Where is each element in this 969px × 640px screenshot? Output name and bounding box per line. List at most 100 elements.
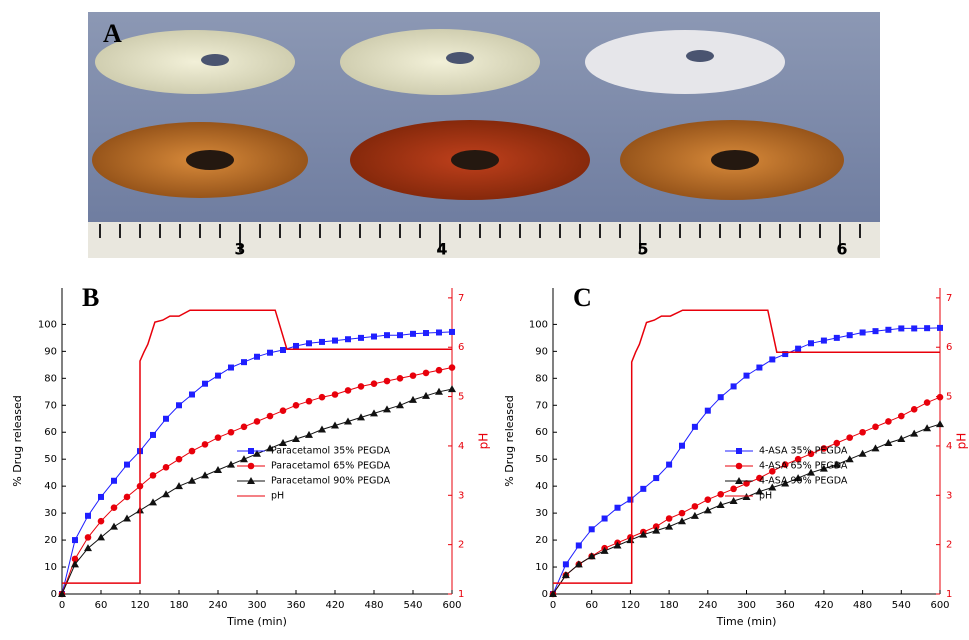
y-tick-label: 70 <box>44 400 57 411</box>
x-tick-label: 0 <box>59 600 65 611</box>
legend-marker <box>247 477 255 484</box>
marker <box>936 420 944 428</box>
marker <box>781 479 790 487</box>
marker <box>910 429 919 437</box>
legend-label: pH <box>271 491 284 502</box>
panel-label: A <box>103 19 122 48</box>
marker <box>448 385 456 393</box>
marker <box>691 503 699 510</box>
legend-label: Paracetamol 35% PEGDA <box>271 446 391 457</box>
marker <box>163 415 169 422</box>
y-tick-label: 50 <box>44 454 57 465</box>
marker <box>227 428 235 436</box>
x-tick-label: 180 <box>660 600 679 611</box>
marker <box>717 394 724 401</box>
marker <box>110 504 118 512</box>
y-tick-label: 80 <box>535 373 548 384</box>
x-tick-label: 120 <box>130 600 149 611</box>
x-tick-label: 420 <box>325 600 344 611</box>
marker <box>357 383 365 390</box>
ruler-ticks <box>99 224 861 252</box>
disc-hole <box>446 52 474 64</box>
marker <box>396 375 404 382</box>
marker <box>730 485 737 493</box>
marker <box>898 325 905 332</box>
marker <box>279 407 287 414</box>
y2-tick-label: 5 <box>458 392 464 403</box>
marker <box>97 517 105 525</box>
marker <box>587 552 596 560</box>
marker <box>769 468 776 475</box>
marker <box>422 391 430 399</box>
x-tick-label: 480 <box>364 600 383 611</box>
marker <box>678 517 686 525</box>
ruler <box>88 222 880 258</box>
marker <box>678 509 686 517</box>
marker <box>448 364 456 371</box>
marker <box>613 541 622 549</box>
marker <box>305 397 313 405</box>
y-axis-label: % Drug released <box>11 395 24 487</box>
marker <box>253 418 261 425</box>
marker <box>409 372 417 379</box>
legend-marker <box>735 477 743 484</box>
photo: A 3 4 5 6 <box>88 12 880 259</box>
marker <box>266 412 274 420</box>
marker <box>640 485 647 492</box>
x-axis-label: Time (min) <box>226 615 287 628</box>
marker <box>71 560 79 568</box>
marker <box>383 405 391 413</box>
marker <box>267 349 273 356</box>
marker <box>924 325 931 332</box>
marker <box>911 325 918 332</box>
marker <box>768 483 777 491</box>
marker <box>97 533 105 541</box>
marker <box>176 402 182 409</box>
y2-tick-label: 2 <box>946 540 952 551</box>
x-tick-label: 0 <box>550 600 556 611</box>
marker <box>884 439 893 447</box>
ruler-label: 6 <box>836 240 847 259</box>
marker <box>769 356 776 363</box>
y-tick-label: 30 <box>44 508 57 519</box>
marker <box>331 391 339 398</box>
series-line <box>552 327 941 595</box>
disc-hole <box>711 150 759 170</box>
x-tick-label: 480 <box>853 600 872 611</box>
y2-tick-label: 7 <box>458 293 464 304</box>
x-tick-label: 120 <box>621 600 640 611</box>
marker <box>240 423 248 431</box>
y-tick-label: 70 <box>535 400 548 411</box>
y2-axis-label: pH <box>477 433 491 450</box>
x-tick-label: 300 <box>247 600 266 611</box>
marker <box>652 523 660 530</box>
marker <box>858 449 867 457</box>
marker <box>422 369 430 377</box>
marker <box>370 380 378 388</box>
marker <box>110 522 118 530</box>
marker <box>344 417 352 425</box>
marker <box>691 423 698 430</box>
series-line <box>62 309 452 584</box>
marker <box>704 407 711 414</box>
y-tick-label: 40 <box>44 481 57 492</box>
y2-tick-label: 3 <box>946 490 952 501</box>
panel-label: B <box>82 283 99 312</box>
y2-tick-label: 1 <box>946 589 952 600</box>
ruler-label: 5 <box>637 240 648 259</box>
marker <box>730 383 737 390</box>
marker <box>279 439 287 447</box>
marker <box>71 555 79 563</box>
marker <box>84 544 92 552</box>
x-tick-label: 360 <box>286 600 305 611</box>
marker <box>820 445 828 452</box>
series-line <box>553 309 940 584</box>
marker <box>202 380 208 387</box>
y2-tick-label: 4 <box>946 441 952 452</box>
y-tick-label: 100 <box>529 319 548 330</box>
y2-tick-label: 3 <box>458 490 464 501</box>
marker <box>331 421 339 429</box>
marker <box>84 534 92 541</box>
marker <box>794 455 802 463</box>
